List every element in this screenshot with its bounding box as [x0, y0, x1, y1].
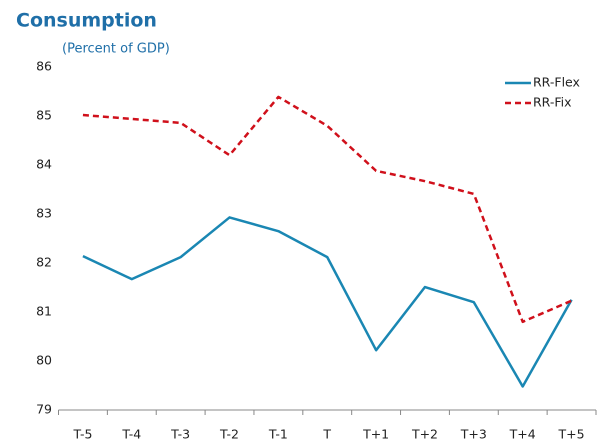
y-tick-label: 82 [36, 255, 52, 270]
legend-label: RR-Fix [533, 95, 572, 110]
y-tick-label: 79 [36, 402, 52, 417]
y-tick-label: 83 [36, 206, 52, 221]
chart-subtitle: (Percent of GDP) [62, 42, 170, 57]
x-tick-label: T+3 [460, 427, 487, 442]
line-series [82, 216, 573, 388]
x-tick-label: T [322, 427, 331, 442]
chart-title: Consumption [16, 10, 157, 32]
x-tick-label: T+5 [558, 427, 585, 442]
y-tick-label: 86 [36, 59, 52, 74]
x-tick-label: T-1 [268, 427, 288, 442]
y-tick-label: 80 [36, 353, 52, 368]
x-tick-label: T+4 [509, 427, 536, 442]
y-tick-label: 85 [36, 108, 52, 123]
line-series [82, 95, 573, 324]
y-tick-label: 81 [36, 304, 52, 319]
x-tick-label: T-2 [219, 427, 239, 442]
x-tick-label: T+1 [362, 427, 389, 442]
x-tick-label: T-5 [72, 427, 92, 442]
x-tick-label: T-3 [170, 427, 190, 442]
y-tick-label: 84 [36, 157, 52, 172]
x-tick-label: T+2 [411, 427, 438, 442]
x-tick-label: T-4 [121, 427, 141, 442]
legend-label: RR-Flex [533, 75, 580, 90]
